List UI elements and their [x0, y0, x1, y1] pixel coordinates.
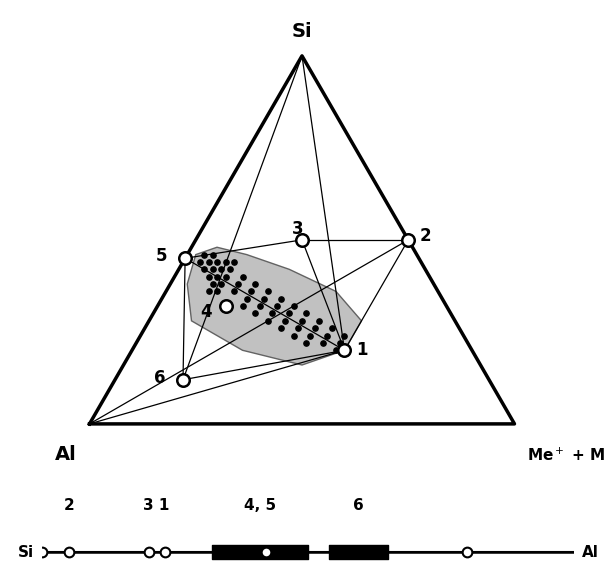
- Polygon shape: [187, 247, 362, 365]
- Text: 3 1: 3 1: [143, 498, 170, 513]
- Text: Me$^+$ + Me$^{2+}$: Me$^+$ + Me$^{2+}$: [527, 445, 604, 464]
- Text: 1: 1: [356, 341, 367, 359]
- Text: 4, 5: 4, 5: [244, 498, 276, 513]
- Text: 6: 6: [154, 368, 165, 387]
- Text: 4: 4: [201, 304, 212, 321]
- Text: Si: Si: [18, 545, 34, 560]
- Text: Al: Al: [582, 545, 599, 560]
- Text: 3: 3: [292, 220, 304, 238]
- Text: 5: 5: [156, 247, 167, 265]
- Text: Al: Al: [55, 445, 77, 464]
- Text: 2: 2: [63, 498, 74, 513]
- Text: Si: Si: [292, 22, 312, 41]
- Text: 6: 6: [353, 498, 364, 513]
- Text: 2: 2: [419, 227, 431, 245]
